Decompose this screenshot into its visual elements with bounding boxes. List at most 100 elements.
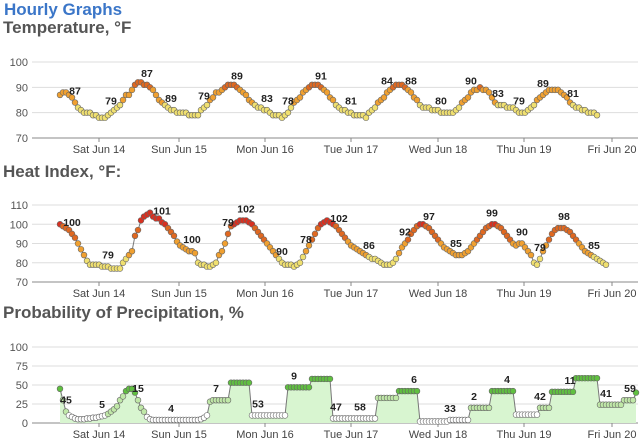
data-point <box>533 261 541 268</box>
data-point <box>602 261 610 268</box>
y-tick-label: 75 <box>16 361 28 373</box>
heat-index-chart: 70 80 90 100 110 Sat Jun 14 Sun Jun 15 Mon Jun … <box>10 200 638 300</box>
data-point <box>134 396 142 404</box>
data-point <box>221 240 229 247</box>
y-tick-label: 100 <box>10 342 28 354</box>
data-point <box>242 91 250 99</box>
precipitation-chart-title: Probability of Precipitation, % <box>3 303 244 322</box>
y-tick-label: 100 <box>10 219 28 231</box>
data-label: 79 <box>198 91 210 103</box>
x-tick-label: Sat Jun 14 <box>73 429 126 441</box>
data-label: 59 <box>624 383 636 395</box>
data-point <box>407 89 415 96</box>
data-label: 6 <box>411 374 417 386</box>
data-label: 42 <box>534 391 546 403</box>
data-point <box>56 385 64 392</box>
data-label: 81 <box>567 88 579 100</box>
data-point <box>311 230 319 238</box>
data-label: 80 <box>435 96 447 108</box>
data-point <box>413 96 421 104</box>
data-point <box>329 96 337 104</box>
data-point <box>362 114 370 121</box>
data-point <box>71 234 79 241</box>
data-point <box>218 247 226 255</box>
data-label: 15 <box>132 383 144 395</box>
data-point <box>224 230 232 238</box>
data-point <box>299 253 307 261</box>
data-label: 79 <box>222 217 234 229</box>
data-label: 41 <box>600 388 612 400</box>
y-tick-label: 100 <box>10 57 28 69</box>
data-point <box>203 101 211 109</box>
data-label: 4 <box>504 374 510 386</box>
data-point <box>539 247 547 255</box>
data-label: 9 <box>291 370 297 382</box>
data-point <box>131 389 139 396</box>
data-point <box>74 240 82 247</box>
data-point <box>326 375 334 383</box>
data-point <box>395 249 403 257</box>
x-tick-label: Tue Jun 17 <box>324 144 379 156</box>
y-tick-label: 90 <box>16 239 28 251</box>
data-point <box>593 374 601 382</box>
data-point <box>170 232 178 239</box>
data-label: 2 <box>471 391 477 403</box>
data-point <box>116 101 124 109</box>
x-tick-label: Sun Jun 15 <box>151 429 207 441</box>
data-point <box>323 89 331 96</box>
data-point <box>128 86 136 94</box>
data-point <box>488 94 496 101</box>
data-point <box>617 401 625 408</box>
data-label: 79 <box>102 250 114 262</box>
data-point <box>224 396 232 404</box>
data-label: 45 <box>60 395 72 407</box>
data-point <box>149 86 157 94</box>
data-point <box>593 111 601 119</box>
data-label: 86 <box>363 240 375 252</box>
data-point <box>191 249 199 257</box>
data-point <box>404 236 412 243</box>
data-label: 89 <box>231 70 243 82</box>
data-point <box>455 104 463 111</box>
data-label: 90 <box>516 227 528 239</box>
data-label: 79 <box>534 242 546 254</box>
x-tick-label: Wed Jun 18 <box>409 144 468 156</box>
y-tick-label: 50 <box>16 380 28 392</box>
data-point <box>464 94 472 101</box>
data-point <box>209 94 217 101</box>
data-label: 4 <box>168 403 174 415</box>
data-label: 102 <box>237 203 255 215</box>
data-point <box>371 415 379 422</box>
data-label: 97 <box>423 211 435 223</box>
data-label: 78 <box>282 96 294 108</box>
data-point <box>59 396 67 404</box>
data-label: 85 <box>588 240 600 252</box>
data-point <box>113 403 121 410</box>
data-label: 92 <box>399 227 411 239</box>
data-label: 83 <box>492 88 504 100</box>
data-label: 79 <box>105 96 117 108</box>
data-point <box>530 101 538 109</box>
data-point <box>392 394 400 402</box>
data-point <box>563 94 571 101</box>
data-point <box>464 416 472 424</box>
page-heading: Hourly Graphs <box>4 0 123 19</box>
data-point <box>308 236 316 243</box>
data-label: 98 <box>558 211 570 223</box>
y-tick-label: 110 <box>10 200 28 212</box>
data-label: 84 <box>381 75 393 87</box>
data-point <box>527 251 535 259</box>
data-point <box>392 255 400 263</box>
data-label: 100 <box>183 234 201 246</box>
y-tick-label: 70 <box>16 133 28 145</box>
data-point <box>125 91 133 99</box>
data-point <box>569 388 577 396</box>
x-tick-label: Sun Jun 15 <box>151 144 207 156</box>
data-label: 89 <box>165 93 177 105</box>
data-point <box>128 247 136 255</box>
x-tick-label: Thu Jun 19 <box>496 144 551 156</box>
data-label: 99 <box>486 207 498 219</box>
data-point <box>119 393 127 400</box>
data-label: 58 <box>354 401 366 413</box>
